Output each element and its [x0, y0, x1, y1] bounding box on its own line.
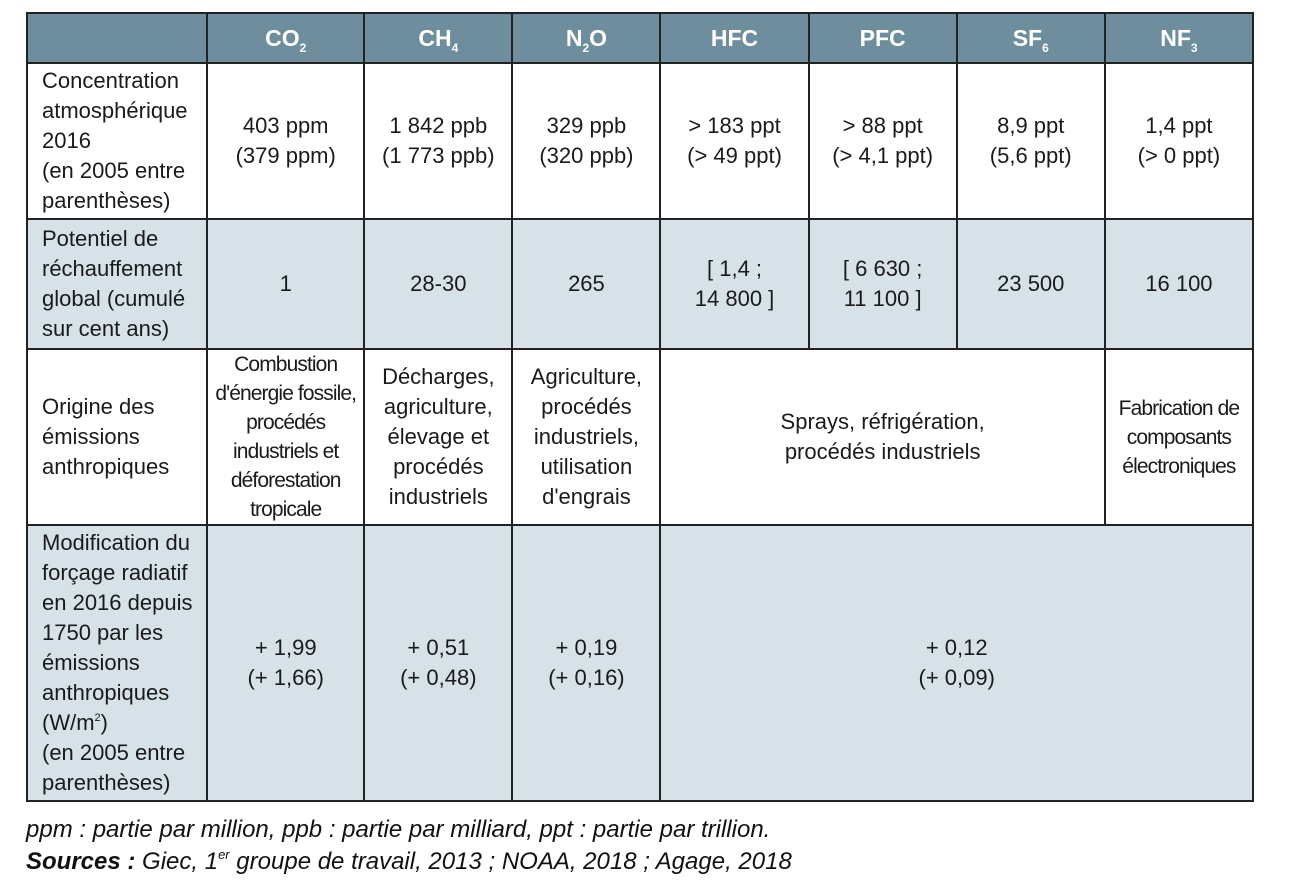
forcing-unit: (W/m2)	[42, 710, 108, 735]
sources-label: Sources :	[26, 848, 136, 875]
label-warming-potential: Potentiel de réchauffement global (cumul…	[25, 218, 209, 350]
concentration-hfc: > 183 ppt (> 49 ppt)	[659, 62, 810, 220]
header-ch4: CH4	[363, 12, 514, 64]
potential-sf6: 23 500	[955, 218, 1106, 350]
footnote: ppm : partie par million, ppb : partie p…	[26, 814, 1266, 878]
sources-note: Sources : Giec, 1er groupe de travail, 2…	[26, 847, 792, 875]
potential-hfc: [ 1,4 ; 14 800 ]	[659, 218, 810, 350]
table-header-row: CO2 CH4 N2O HFC PFC SF6 NF3	[25, 12, 1255, 64]
label-concentration: Concentration atmosphérique 2016 (en 200…	[25, 62, 209, 220]
forcing-ch4: + 0,51 (+ 0,48)	[363, 524, 514, 802]
potential-n2o: 265	[511, 218, 662, 350]
ghg-comparison-table: CO2 CH4 N2O HFC PFC SF6 NF3 Concentratio…	[25, 12, 1255, 802]
label-radiative-forcing: Modification du forçage radiatif en 2016…	[25, 524, 209, 802]
concentration-co2: 403 ppm (379 ppm)	[206, 62, 366, 220]
units-note: ppm : partie par million, ppb : partie p…	[26, 816, 771, 843]
forcing-n2o: + 0,19 (+ 0,16)	[511, 524, 662, 802]
label-origin: Origine des émissions anthropiques	[25, 348, 209, 526]
concentration-pfc: > 88 ppt (> 4,1 ppt)	[807, 62, 958, 220]
header-sf6: SF6	[955, 12, 1106, 64]
concentration-n2o: 329 ppb (320 ppb)	[511, 62, 662, 220]
header-nf3: NF3	[1103, 12, 1255, 64]
header-empty-cell	[25, 12, 209, 64]
potential-co2: 1	[206, 218, 366, 350]
header-hfc: HFC	[659, 12, 810, 64]
origin-ch4: Décharges, agriculture, élevage et procé…	[363, 348, 514, 526]
origin-hfc-pfc-sf6: Sprays, réfrigération, procédés industri…	[659, 348, 1106, 526]
potential-nf3: 16 100	[1103, 218, 1255, 350]
row-warming-potential: Potentiel de réchauffement global (cumul…	[25, 218, 1255, 350]
row-concentration: Concentration atmosphérique 2016 (en 200…	[25, 62, 1255, 220]
origin-nf3: Fabrication de composants électroniques	[1103, 348, 1255, 526]
concentration-ch4: 1 842 ppb (1 773 ppb)	[363, 62, 514, 220]
origin-n2o: Agriculture, procédés industriels, utili…	[511, 348, 662, 526]
origin-co2: Combustion d'énergie fossile, procédés i…	[206, 348, 366, 526]
forcing-co2: + 1,99 (+ 1,66)	[206, 524, 366, 802]
concentration-nf3: 1,4 ppt (> 0 ppt)	[1103, 62, 1255, 220]
header-n2o: N2O	[511, 12, 662, 64]
header-pfc: PFC	[807, 12, 958, 64]
forcing-others: + 0,12 (+ 0,09)	[659, 524, 1254, 802]
row-origin: Origine des émissions anthropiques Combu…	[25, 348, 1255, 526]
potential-ch4: 28-30	[363, 218, 514, 350]
header-co2: CO2	[206, 12, 366, 64]
row-radiative-forcing: Modification du forçage radiatif en 2016…	[25, 524, 1254, 802]
potential-pfc: [ 6 630 ; 11 100 ]	[807, 218, 958, 350]
concentration-sf6: 8,9 ppt (5,6 ppt)	[955, 62, 1106, 220]
